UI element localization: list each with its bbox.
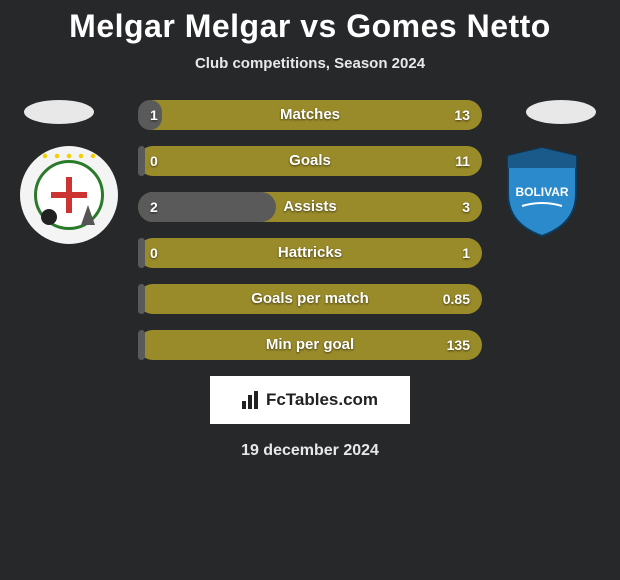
stat-label: Hattricks	[138, 238, 482, 268]
stat-value-right: 3	[462, 192, 470, 222]
fctables-logo-icon	[242, 391, 262, 409]
subtitle: Club competitions, Season 2024	[0, 55, 620, 72]
stat-value-left: 0	[150, 238, 158, 268]
stat-value-left: 0	[150, 146, 158, 176]
right-country-flag	[526, 100, 596, 124]
stat-value-right: 11	[455, 146, 470, 176]
fctables-branding: FcTables.com	[210, 376, 410, 424]
stat-row: Assists2 3	[138, 192, 482, 222]
stat-value-right: 13	[454, 100, 470, 130]
svg-text:BOLIVAR: BOLIVAR	[515, 185, 568, 199]
stat-label: Matches	[138, 100, 482, 130]
fctables-text: FcTables.com	[266, 390, 378, 410]
stat-row: Hattricks0 1	[138, 238, 482, 268]
stat-bars-container: Matches113Goals011Assists23Hattricks01Go…	[138, 100, 482, 360]
stat-value-right: 0.85	[443, 284, 470, 314]
stat-row: Min per goal135	[138, 330, 482, 360]
stat-row: Goals0 11	[138, 146, 482, 176]
stat-label: Min per goal	[138, 330, 482, 360]
stat-label: Goals per match	[138, 284, 482, 314]
page-title: Melgar Melgar vs Gomes Netto	[0, 0, 620, 45]
left-team-crest	[20, 146, 118, 244]
stat-value-right: 135	[447, 330, 470, 360]
date-text: 19 december 2024	[0, 442, 620, 460]
right-team-crest: BOLIVAR	[502, 146, 600, 244]
stat-label: Assists	[138, 192, 482, 222]
stat-value-left: 1	[150, 100, 158, 130]
left-country-flag	[24, 100, 94, 124]
stat-label: Goals	[138, 146, 482, 176]
stat-row: Goals per match0.85	[138, 284, 482, 314]
stat-row: Matches1 13	[138, 100, 482, 130]
stat-value-left: 2	[150, 192, 158, 222]
comparison-content: BOLIVAR Matches113Goals011Assists23Hattr…	[0, 100, 620, 360]
stat-value-right: 1	[462, 238, 470, 268]
